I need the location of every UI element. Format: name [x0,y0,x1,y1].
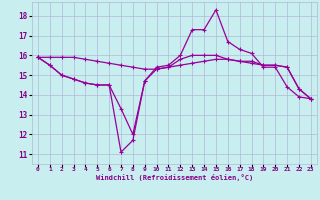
X-axis label: Windchill (Refroidissement éolien,°C): Windchill (Refroidissement éolien,°C) [96,174,253,181]
